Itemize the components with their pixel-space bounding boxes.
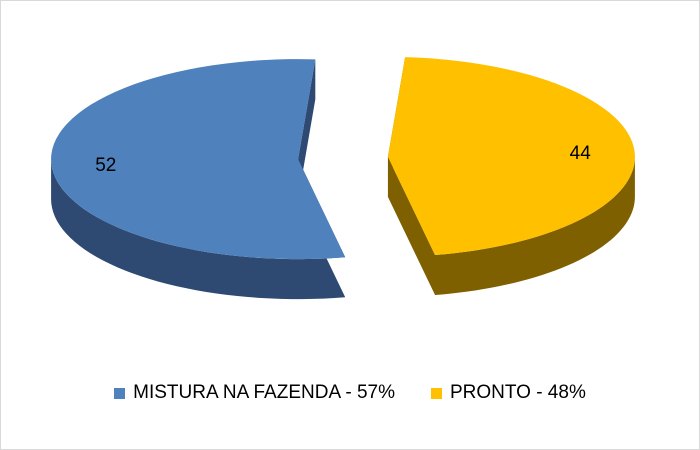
legend-item-mistura: MISTURA NA FAZENDA - 57% xyxy=(114,382,395,404)
legend-label-pronto: PRONTO - 48% xyxy=(449,382,586,403)
pie-slice-mistura xyxy=(51,59,346,260)
legend-item-pronto: PRONTO - 48% xyxy=(430,382,586,404)
pie-tops xyxy=(51,57,635,260)
pie-labels: 52 44 xyxy=(95,143,591,176)
legend-label-mistura: MISTURA NA FAZENDA - 57% xyxy=(133,382,395,403)
data-label-pronto: 44 xyxy=(570,143,592,164)
pie-side-pronto xyxy=(387,57,635,296)
legend-swatch-pronto xyxy=(430,387,442,399)
pie-sides xyxy=(51,57,635,300)
pie-side-mistura xyxy=(51,59,346,300)
data-label-mistura: 52 xyxy=(95,155,116,176)
legend: MISTURA NA FAZENDA - 57% PRONTO - 48% xyxy=(0,382,700,404)
pie-slice-pronto xyxy=(387,57,635,256)
legend-swatch-mistura xyxy=(114,387,126,399)
